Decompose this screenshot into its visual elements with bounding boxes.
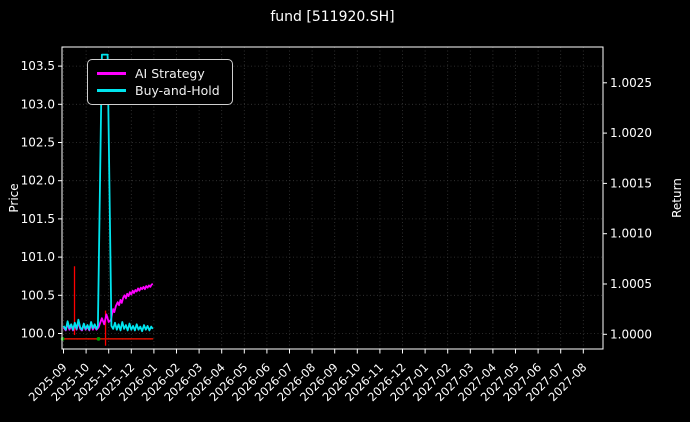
red-dash-marker [65,338,69,340]
legend-label-buy-and-hold: Buy-and-Hold [135,83,220,98]
buy-and-hold-line-swatch [97,89,126,92]
chart-title: fund [511920.SH] [270,9,395,25]
red-dash-marker [105,338,109,340]
red-dash-marker [116,338,120,340]
red-dash-marker [127,338,132,340]
return-axis-tick-label: 1.0015 [610,176,652,190]
red-dash-marker [74,338,78,340]
ai-strategy-line-swatch [97,72,126,75]
red-dash-marker [102,338,106,340]
red-dash-marker [110,338,114,340]
red-dash-marker [107,338,111,340]
red-dash-marker [79,338,83,340]
price-axis-tick-label: 100.5 [21,288,55,302]
price-axis-tick-label: 102.0 [21,174,55,188]
plot-border [61,46,604,350]
legend-item-buy-and-hold: Buy-and-Hold [97,82,224,99]
green-dot-marker [60,336,65,341]
red-dash-marker [82,338,86,340]
red-dash-marker [76,338,81,340]
red-dash-marker [99,338,103,340]
legend-item-ai-strategy: AI Strategy [97,65,224,82]
red-dash-marker [85,338,89,340]
price-axis-tick-label: 102.5 [21,136,55,150]
return-axis-tick-label: 1.0025 [610,76,652,90]
price-axis-tick-label: 100.0 [21,327,55,341]
red-dash-marker [144,338,148,340]
red-dash-marker [124,338,129,340]
return-axis-tick-label: 1.0005 [610,277,652,291]
red-dash-marker [91,338,95,340]
red-dash-marker [113,338,117,340]
red-dash-marker [119,338,123,340]
red-dash-marker [68,338,72,340]
red-dash-marker [147,338,151,340]
return-axis-tick-label: 1.0020 [610,126,652,140]
red-dash-marker [130,338,134,340]
price-axis-tick-label: 103.0 [21,97,55,111]
price-axis-tick-label: 101.5 [21,212,55,226]
red-dash-marker [136,338,140,340]
red-dash-marker [71,338,75,340]
price-axis-tick-label: 101.0 [21,250,55,264]
red-dash-marker [139,338,143,340]
return-axis-tick-label: 1.0000 [610,327,652,341]
red-dash-marker [122,338,126,340]
red-dash-marker [93,338,98,340]
return-axis-tick-label: 1.0010 [610,227,652,241]
red-dash-marker [133,338,137,340]
legend-label-ai-strategy: AI Strategy [135,66,205,81]
price-axis-tick-label: 103.5 [21,59,55,73]
legend: AI Strategy Buy-and-Hold [87,59,233,105]
green-dot-marker [96,336,101,341]
red-dash-marker [142,338,146,340]
red-dash-marker [150,338,154,340]
red-dash-marker [88,338,92,340]
buy-and-hold-line [62,53,154,333]
